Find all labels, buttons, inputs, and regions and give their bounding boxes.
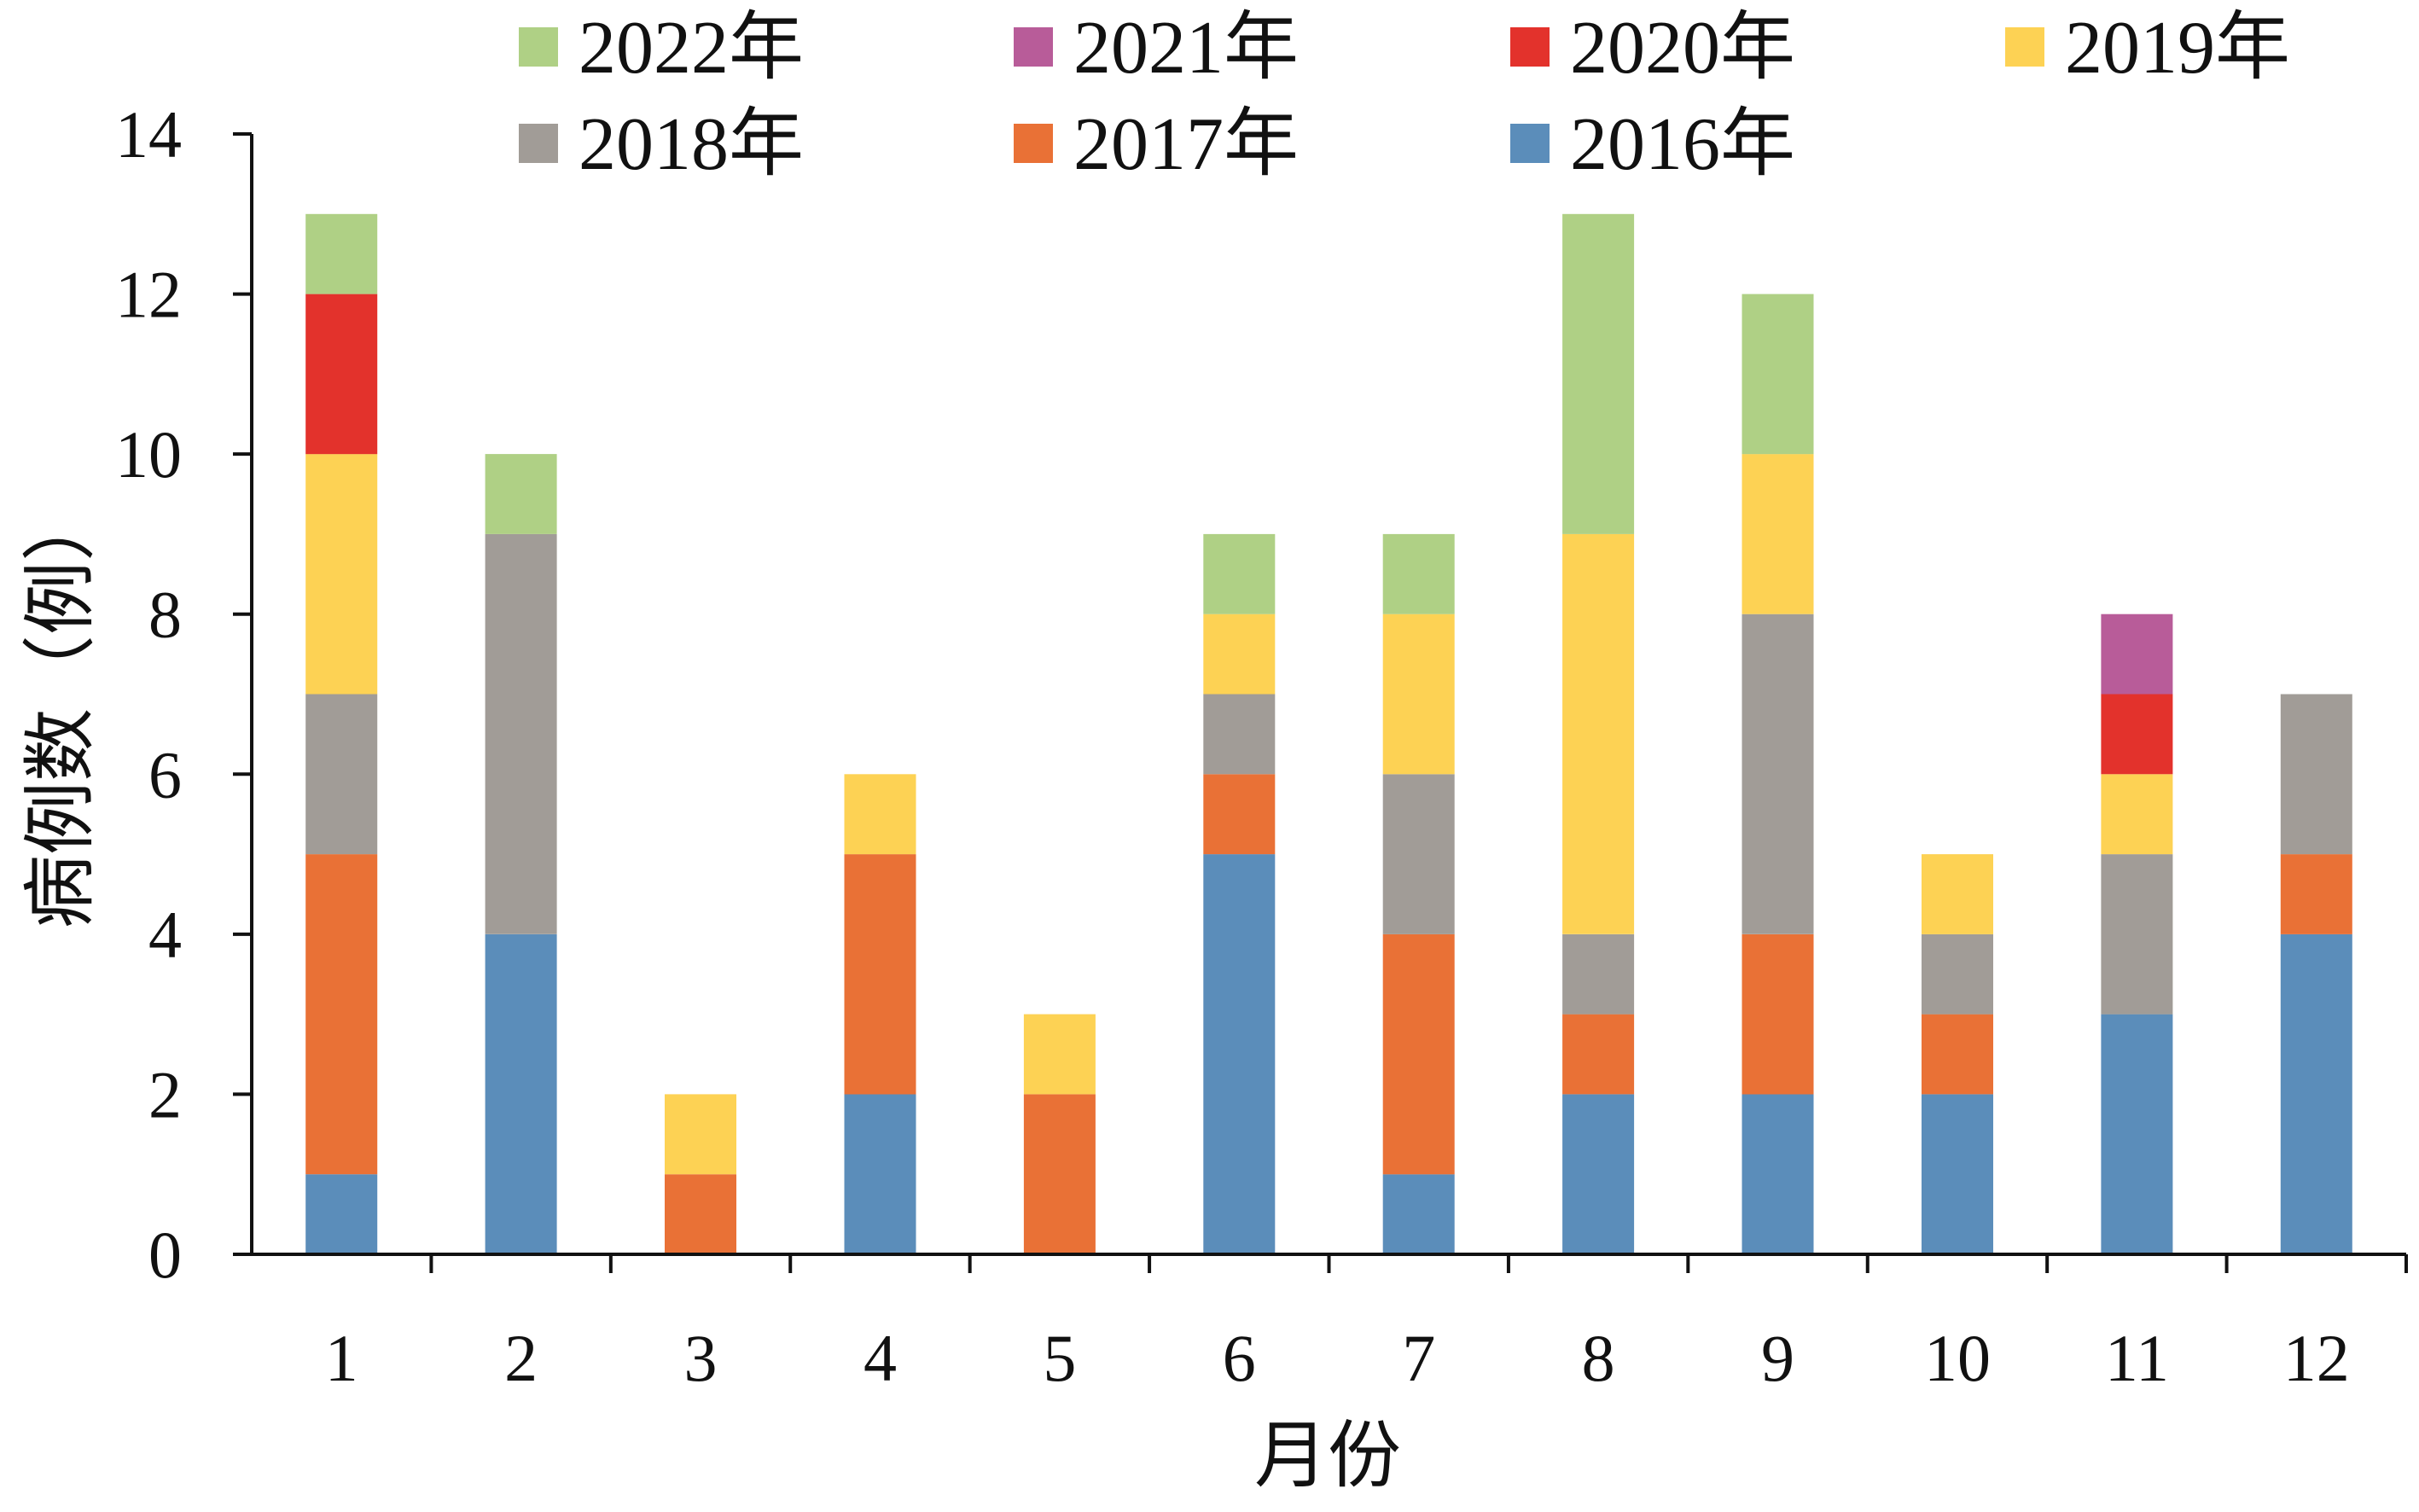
bar-segment-2016年-month-11: [2101, 1014, 2173, 1254]
bar-segment-2022年-month-6: [1203, 533, 1276, 614]
bar-segment-2017年-month-4: [844, 854, 916, 1095]
bar-segment-2017年-month-10: [1922, 1014, 1993, 1095]
legend-label-2018年: 2018年: [579, 103, 804, 186]
bar-segment-2017年-month-5: [1023, 1094, 1096, 1254]
bar-segment-2018年-month-11: [2101, 854, 2173, 1015]
legend-label-2016年: 2016年: [1570, 103, 1795, 186]
bar-segment-2019年-month-11: [2101, 774, 2173, 855]
legend-item-2017年: 2017年: [1014, 103, 1299, 186]
bar-segment-2019年-month-9: [1742, 454, 1814, 614]
x-tick-label-5: 5: [1043, 1321, 1076, 1395]
bar-segment-2016年-month-7: [1382, 1174, 1455, 1254]
x-tick-label-9: 9: [1761, 1321, 1794, 1395]
bar-segment-2016年-month-2: [485, 933, 557, 1254]
legend-item-2016年: 2016年: [1510, 103, 1795, 186]
bar-segment-2020年-month-1: [305, 294, 378, 455]
legend-label-2022年: 2022年: [579, 7, 804, 90]
y-tick-label-14: 14: [115, 97, 182, 172]
bar-segment-2022年-month-7: [1382, 533, 1455, 614]
bar-segment-2018年-month-1: [305, 694, 378, 855]
x-tick-label-11: 11: [2105, 1321, 2169, 1395]
y-tick-label-0: 0: [148, 1218, 182, 1292]
legend-item-2018年: 2018年: [519, 103, 804, 186]
bar-segment-2020年-month-11: [2101, 694, 2173, 775]
x-tick-label-1: 1: [325, 1321, 358, 1395]
bar-segment-2018年-month-6: [1203, 694, 1276, 775]
bar-segment-2018年-month-12: [2280, 694, 2352, 855]
legend-swatch-2020年: [1510, 27, 1550, 67]
legend-label-2017年: 2017年: [1073, 103, 1299, 186]
bar-segment-2017年-month-12: [2280, 854, 2352, 934]
legend-swatch-2018年: [519, 124, 558, 163]
bar-segment-2017年-month-9: [1742, 933, 1814, 1095]
x-tick-label-2: 2: [504, 1321, 538, 1395]
bar-segment-2017年-month-1: [305, 854, 378, 1175]
bar-segment-2016年-month-10: [1922, 1094, 1993, 1254]
bar-segment-2019年-month-7: [1382, 614, 1455, 775]
legend: 2022年 2021年 2020年 2019年 2018年 2017年 2016年: [519, 7, 2290, 186]
x-axis-title: 月份: [1254, 1415, 1401, 1497]
legend-item-2020年: 2020年: [1510, 7, 1795, 90]
bar-segment-2022年-month-9: [1742, 294, 1814, 455]
bar-segment-2019年-month-1: [305, 454, 378, 695]
bar-segment-2018年-month-8: [1562, 933, 1635, 1015]
bar-segment-2018年-month-9: [1742, 614, 1814, 934]
bar-segment-2017年-month-6: [1203, 774, 1276, 855]
legend-swatch-2019年: [2005, 27, 2044, 67]
y-tick-label-10: 10: [115, 417, 182, 491]
bar-segment-2019年-month-5: [1023, 1014, 1096, 1095]
legend-swatch-2016年: [1510, 124, 1550, 163]
bar-segment-2017年-month-8: [1562, 1014, 1635, 1095]
x-tick-label-4: 4: [864, 1321, 897, 1395]
x-tick-label-7: 7: [1402, 1321, 1435, 1395]
bar-segment-2019年-month-8: [1562, 533, 1635, 934]
bar-segment-2018年-month-7: [1382, 774, 1455, 934]
legend-item-2022年: 2022年: [519, 7, 804, 90]
y-tick-label-2: 2: [148, 1057, 182, 1131]
y-tick-label-4: 4: [148, 898, 182, 972]
y-tick-label-6: 6: [148, 737, 182, 811]
bar-segment-2018年-month-2: [485, 533, 557, 934]
bar-segment-2016年-month-9: [1742, 1094, 1814, 1254]
bar-segment-2022年-month-2: [485, 454, 557, 534]
legend-swatch-2022年: [519, 27, 558, 67]
bar-segment-2017年-month-7: [1382, 933, 1455, 1175]
bar-segment-2016年-month-6: [1203, 854, 1276, 1254]
plot-bars: [305, 213, 2352, 1254]
bar-segment-2016年-month-12: [2280, 933, 2352, 1254]
bar-segment-2018年-month-10: [1922, 933, 1993, 1015]
legend-swatch-2017年: [1014, 124, 1053, 163]
legend-label-2019年: 2019年: [2065, 7, 2290, 90]
bar-segment-2016年-month-8: [1562, 1094, 1635, 1254]
y-axis-title: 病例数（例）: [20, 488, 102, 928]
legend-swatch-2021年: [1014, 27, 1053, 67]
bar-segment-2022年-month-8: [1562, 213, 1635, 534]
bar-segment-2016年-month-1: [305, 1174, 378, 1254]
y-tick-label-12: 12: [115, 258, 182, 332]
bar-segment-2019年-month-3: [665, 1094, 736, 1175]
legend-label-2021年: 2021年: [1073, 7, 1299, 90]
x-tick-label-10: 10: [1924, 1321, 1991, 1395]
bar-segment-2019年-month-4: [844, 774, 916, 855]
bar-segment-2021年-month-11: [2101, 614, 2173, 695]
x-tick-label-6: 6: [1223, 1321, 1256, 1395]
x-tick-label-12: 12: [2283, 1321, 2350, 1395]
bar-segment-2019年-month-10: [1922, 854, 1993, 934]
y-tick-label-8: 8: [148, 578, 182, 652]
bar-segment-2022年-month-1: [305, 213, 378, 294]
x-tick-label-8: 8: [1582, 1321, 1615, 1395]
legend-label-2020年: 2020年: [1570, 7, 1795, 90]
bar-segment-2019年-month-6: [1203, 614, 1276, 695]
legend-item-2019年: 2019年: [2005, 7, 2290, 90]
bar-segment-2016年-month-4: [844, 1094, 916, 1254]
legend-item-2021年: 2021年: [1014, 7, 1299, 90]
x-tick-label-3: 3: [684, 1321, 718, 1395]
bar-segment-2017年-month-3: [665, 1174, 736, 1254]
